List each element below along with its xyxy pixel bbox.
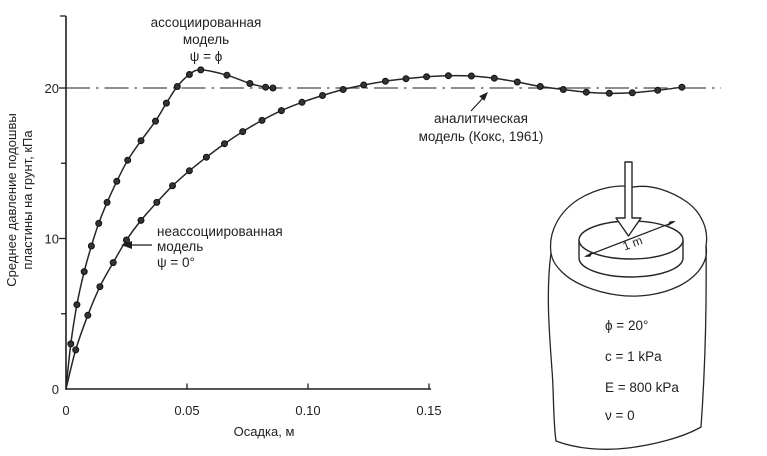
associated-curve-point xyxy=(173,83,181,90)
nonassociated-curve-point xyxy=(381,77,389,85)
nonassociated-curve-point xyxy=(123,236,130,244)
axes: 0 0.05 0.10 0.15 0 10 20 xyxy=(45,15,442,418)
analytical-pointer-line xyxy=(470,97,484,112)
axis-tick-labels: 0 0.05 0.10 0.15 0 10 20 xyxy=(45,81,442,418)
associated-curve-point xyxy=(95,219,103,227)
associated-curve-point xyxy=(185,71,193,78)
associated-curve-point xyxy=(223,71,231,79)
nonassociated-curve-point xyxy=(109,259,117,267)
y-axis-title-line-1: Среднее давление подошвы xyxy=(4,113,19,286)
associated-curve-point xyxy=(87,242,95,250)
associated-curve-point xyxy=(80,268,88,276)
y-tick-label: 0 xyxy=(52,382,59,397)
soil-parameter-nu: ν = 0 xyxy=(605,408,635,423)
nonassociated-curve-point xyxy=(153,198,161,206)
nonassociated-curve-point xyxy=(513,78,521,86)
soil-parameter-phi: ϕ = 20° xyxy=(605,318,648,333)
nonassociated-curve-point xyxy=(654,86,662,94)
x-axis-title: Осадка, м xyxy=(234,424,295,439)
associated-curve-point xyxy=(162,99,170,107)
soil-parameter-e: E = 800 kPa xyxy=(605,380,679,395)
nonassociated-curve-point xyxy=(360,81,368,89)
plate-diameter-label: 1 m xyxy=(621,233,645,253)
nonassociated-curve-point xyxy=(467,72,475,80)
x-tick-label: 0.05 xyxy=(174,403,199,418)
annotation-analytical-line-1: аналитическая xyxy=(434,111,528,126)
soil-parameter-c: c = 1 kPa xyxy=(605,349,662,364)
x-tick-label: 0.15 xyxy=(416,403,441,418)
associated-curve-point xyxy=(197,66,205,74)
annotation-analytical-line-2: модель (Кокс, 1961) xyxy=(419,129,544,144)
nonassociated-curve-point xyxy=(239,128,247,136)
load-arrow-icon xyxy=(615,161,642,237)
annotation-nonassociated-line-2: модель xyxy=(157,239,203,254)
nonassociated-curve-point xyxy=(628,89,636,97)
nonassociated-curve-point xyxy=(96,283,104,291)
annotation-analytical-model: аналитическая модель (Кокс, 1961) xyxy=(419,92,544,144)
x-tick-label: 0 xyxy=(62,403,69,418)
annotation-associated-line-1: ассоциированная xyxy=(151,15,262,30)
soil-cylinder-body xyxy=(547,245,707,450)
nonassociated-curve-point xyxy=(582,88,590,96)
nonassociated-curve-point xyxy=(444,72,452,80)
diameter-arrowhead-right xyxy=(667,221,676,227)
nonassociated-curve-point xyxy=(137,216,145,224)
annotation-associated-line-2: модель xyxy=(183,32,229,47)
associated-curve-point xyxy=(113,177,121,185)
nonassociated-curve-point xyxy=(339,86,347,93)
y-tick-label: 10 xyxy=(45,232,59,247)
nonassociated-curve-point xyxy=(298,98,306,106)
nonassociated-curve-point xyxy=(202,153,210,161)
nonassociated-curve-point xyxy=(423,73,431,81)
analytical-pointer-arrowhead xyxy=(479,92,488,101)
annotation-nonassociated-model: неассоциированная модель ψ = 0° xyxy=(121,224,283,270)
model-curves xyxy=(65,66,686,390)
associated-curve-point xyxy=(262,83,270,91)
nonassociated-curve-point xyxy=(605,89,613,97)
associated-curve-point xyxy=(246,80,254,87)
nonassociated-curve-point xyxy=(490,74,498,82)
nonassociated-curve-point xyxy=(258,116,266,124)
annotation-associated-model: ассоциированная модель ψ = ϕ xyxy=(151,15,262,64)
associated-curve-point xyxy=(67,340,75,348)
nonassociated-curve-point xyxy=(319,92,326,99)
annotation-associated-line-3: ψ = ϕ xyxy=(190,49,223,64)
nonassociated-curve-point xyxy=(185,167,193,175)
nonassociated-curve-point xyxy=(536,83,544,90)
inset-soil-cylinder-sketch: 1 m ϕ = 20° c = 1 kPa E = 800 kPa ν = 0 xyxy=(547,161,708,450)
x-tick-label: 0.10 xyxy=(295,403,320,418)
axis-ticks xyxy=(59,87,430,389)
nonassociated-curve-point xyxy=(277,107,285,115)
associated-curve-point xyxy=(269,84,277,92)
y-tick-label: 20 xyxy=(45,81,59,96)
associated-curve-point xyxy=(73,301,81,309)
associated-curve-point xyxy=(124,156,132,164)
nonassociated-curve-point xyxy=(169,182,176,190)
annotation-nonassociated-line-1: неассоциированная xyxy=(157,224,283,239)
nonassociated-pointer-arrowhead xyxy=(121,241,132,249)
y-axis-title-line-2: пластины на грунт, кПа xyxy=(20,130,35,270)
nonassociated-curve-point xyxy=(559,86,567,93)
nonassociated-curve-point xyxy=(678,83,686,91)
annotation-nonassociated-line-3: ψ = 0° xyxy=(157,255,195,270)
axis-frame xyxy=(65,16,431,390)
diameter-arrowhead-left xyxy=(584,251,593,257)
nonassociated-curve-point xyxy=(72,346,80,354)
nonassociated-curve-point xyxy=(402,75,410,83)
associated-curve-point xyxy=(103,198,111,206)
associated-curve-point xyxy=(137,137,145,145)
nonassociated-curve-point xyxy=(221,140,228,148)
nonassociated-curve-point xyxy=(84,311,92,319)
plate-diameter-arrow xyxy=(585,221,675,257)
associated-curve-point xyxy=(152,117,159,125)
